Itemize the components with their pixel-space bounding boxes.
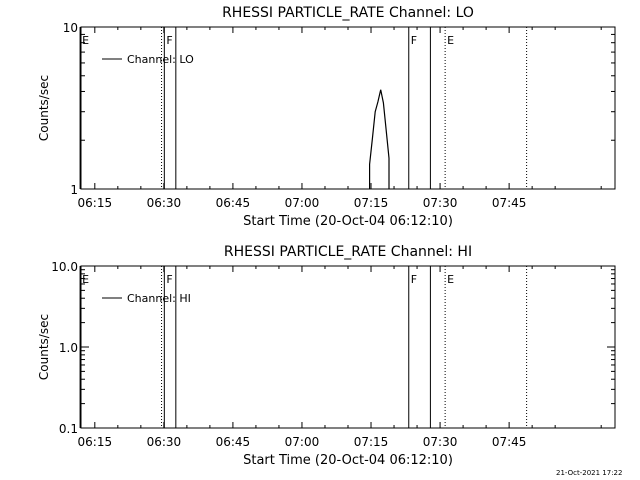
event-label: E	[447, 273, 454, 286]
event-label: F	[411, 273, 417, 286]
x-tick-label: 06:45	[216, 435, 251, 449]
chart-title: RHESSI PARTICLE_RATE Channel: HI	[224, 244, 472, 260]
chart-title: RHESSI PARTICLE_RATE Channel: LO	[222, 5, 474, 21]
y-tick-label: 0.1	[59, 422, 78, 436]
x-tick-label: 07:15	[354, 196, 389, 210]
x-tick-label: 07:00	[285, 196, 320, 210]
y-axis-label: Counts/sec	[37, 314, 51, 380]
event-label: F	[166, 273, 172, 286]
y-tick-label: 1	[70, 183, 78, 197]
series-line-0	[369, 89, 390, 189]
x-tick-label: 07:30	[423, 196, 458, 210]
event-label: E	[82, 273, 89, 286]
y-tick-label: 10.0	[51, 260, 78, 274]
legend-label: Channel: HI	[127, 292, 191, 305]
event-label: F	[411, 34, 417, 47]
x-tick-label: 06:30	[147, 196, 182, 210]
legend-label: Channel: LO	[127, 53, 194, 66]
event-label: F	[166, 34, 172, 47]
x-tick-label: 06:30	[147, 435, 182, 449]
x-tick-label: 07:00	[285, 435, 320, 449]
x-tick-label: 06:45	[216, 196, 251, 210]
x-tick-label: 07:45	[492, 196, 527, 210]
lo-channel-plot: RHESSI PARTICLE_RATE Channel: LO Counts/s…	[37, 5, 616, 229]
x-tick-label: 06:15	[78, 196, 113, 210]
x-tick-label: 07:30	[423, 435, 458, 449]
x-tick-label: 07:15	[354, 435, 389, 449]
x-tick-label: 07:45	[492, 435, 527, 449]
event-label: E	[82, 34, 89, 47]
y-tick-label: 1.0	[59, 341, 78, 355]
hi-channel-plot: RHESSI PARTICLE_RATE Channel: HI Counts/s…	[37, 244, 616, 468]
y-axis-label: Counts/sec	[37, 75, 51, 141]
y-tick-label: 10	[63, 21, 78, 35]
x-tick-label: 06:15	[78, 435, 113, 449]
event-label: E	[447, 34, 454, 47]
x-axis-label: Start Time (20-Oct-04 06:12:10)	[243, 214, 453, 229]
footer-timestamp: 21-Oct-2021 17:22	[556, 469, 622, 477]
x-axis-label: Start Time (20-Oct-04 06:12:10)	[243, 453, 453, 468]
